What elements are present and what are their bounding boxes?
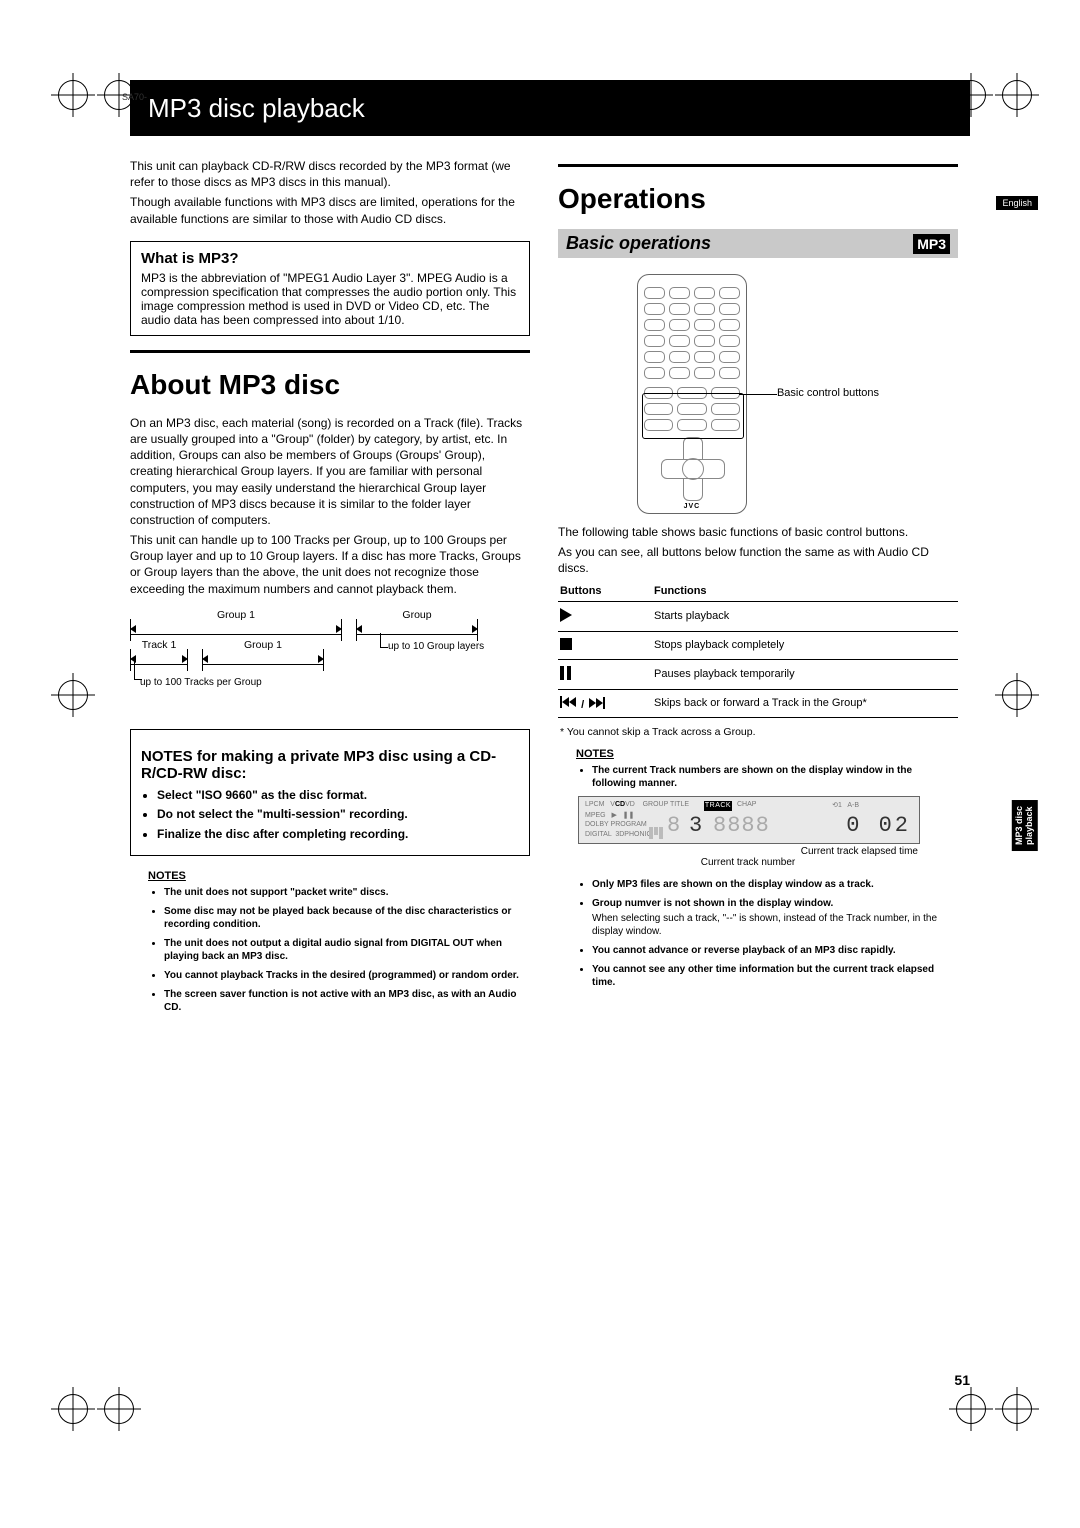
diagram-label: Group bbox=[357, 609, 477, 621]
notes-heading: NOTES bbox=[576, 748, 958, 760]
crop-mark-icon bbox=[1002, 80, 1032, 110]
diagram-label: Group 1 bbox=[203, 639, 323, 651]
diagram-label: Group 1 bbox=[131, 609, 341, 621]
about-paragraph: This unit can handle up to 100 Tracks pe… bbox=[130, 532, 530, 597]
about-heading: About MP3 disc bbox=[130, 369, 530, 401]
col-header: Functions bbox=[652, 581, 958, 602]
section-side-tab: MP3 disc playback bbox=[1012, 800, 1038, 851]
basic-ops-banner: Basic operations MP3 bbox=[558, 229, 958, 258]
track-indicator: TRACK bbox=[704, 801, 732, 811]
note-item: The screen saver function is not active … bbox=[164, 988, 530, 1014]
notes-heading: NOTES bbox=[148, 870, 530, 882]
diagram-caption: up to 10 Group layers bbox=[388, 641, 518, 652]
page-title: MP3 disc playback bbox=[148, 93, 365, 124]
pause-icon bbox=[560, 666, 574, 683]
left-column: This unit can playback CD-R/RW discs rec… bbox=[130, 158, 530, 1020]
intro-paragraph: Though available functions with MP3 disc… bbox=[130, 194, 530, 226]
fn-cell: Pauses playback temporarily bbox=[652, 659, 958, 689]
section-rule bbox=[130, 350, 530, 353]
crop-mark-icon bbox=[1002, 1394, 1032, 1424]
table-row: Pauses playback temporarily bbox=[558, 659, 958, 689]
right-column: Operations Basic operations MP3 bbox=[558, 158, 958, 1020]
skip-back-icon bbox=[560, 696, 576, 708]
note-item: You cannot see any other time informatio… bbox=[592, 963, 958, 989]
operations-heading: Operations bbox=[558, 183, 958, 215]
note-item: You cannot advance or reverse playback o… bbox=[592, 944, 958, 957]
note-item: The unit does not support "packet write"… bbox=[164, 886, 530, 899]
col-header: Buttons bbox=[558, 581, 652, 602]
fn-cell: Stops playback completely bbox=[652, 631, 958, 659]
table-row: Starts playback bbox=[558, 601, 958, 631]
what-is-mp3-box: What is MP3? MP3 is the abbreviation of … bbox=[130, 241, 530, 336]
crop-mark-icon bbox=[956, 1394, 986, 1424]
crop-mark-icon bbox=[1002, 680, 1032, 710]
about-paragraph: On an MP3 disc, each material (song) is … bbox=[130, 415, 530, 528]
crop-mark-icon bbox=[58, 1394, 88, 1424]
diagram-caption: up to 100 Tracks per Group bbox=[140, 677, 262, 688]
note-item: Select "ISO 9660" as the disc format. bbox=[157, 788, 519, 804]
table-intro: As you can see, all buttons below functi… bbox=[558, 544, 958, 576]
table-row: / Skips back or forward a Track in the G… bbox=[558, 689, 958, 717]
note-item: The current Track numbers are shown on t… bbox=[592, 764, 958, 790]
brand-logo: JVC bbox=[644, 503, 740, 510]
box-title: What is MP3? bbox=[141, 250, 519, 267]
skip-forward-icon bbox=[589, 697, 605, 709]
diagram-label: Track 1 bbox=[131, 639, 187, 651]
display-caption: Current track elapsed time Current track… bbox=[578, 846, 918, 868]
page-title-bar: MP3 disc playback bbox=[130, 80, 970, 136]
note-item: Some disc may not be played back because… bbox=[164, 905, 530, 931]
stop-icon bbox=[560, 638, 572, 650]
table-footnote: * You cannot skip a Track across a Group… bbox=[560, 726, 958, 738]
remote-illustration: JVC bbox=[637, 274, 747, 514]
header-code: SA70- bbox=[122, 92, 147, 102]
seg-digit: 3 bbox=[689, 813, 703, 838]
callout-label: Basic control buttons bbox=[777, 387, 879, 400]
fn-cell: Starts playback bbox=[652, 601, 958, 631]
fn-cell: Skips back or forward a Track in the Gro… bbox=[652, 689, 958, 717]
table-row: Stops playback completely bbox=[558, 631, 958, 659]
basic-buttons-highlight bbox=[642, 393, 744, 439]
mp3-badge: MP3 bbox=[913, 234, 950, 254]
manual-page: SA70- English MP3 disc playback MP3 disc… bbox=[0, 0, 1080, 1528]
box-title: NOTES for making a private MP3 disc usin… bbox=[141, 748, 519, 782]
buttons-table: Buttons Functions Starts playback Stops … bbox=[558, 581, 958, 718]
crop-mark-icon bbox=[58, 80, 88, 110]
note-item: Group numver is not shown in the display… bbox=[592, 897, 958, 938]
note-item: Only MP3 files are shown on the display … bbox=[592, 878, 958, 891]
group-layers-diagram: Group 1 Group Track 1 Group 1 up to bbox=[130, 605, 530, 715]
banner-text: Basic operations bbox=[566, 233, 711, 254]
note-item: You cannot playback Tracks in the desire… bbox=[164, 969, 530, 982]
box-body: MP3 is the abbreviation of "MPEG1 Audio … bbox=[141, 271, 519, 327]
note-item: Do not select the "multi-session" record… bbox=[157, 807, 519, 823]
display-window-illustration: LPCM VCDVD GROUP TITLE TRACK CHAP ⟲1 A-B… bbox=[578, 796, 920, 844]
crop-mark-icon bbox=[956, 80, 986, 110]
language-tab: English bbox=[996, 196, 1038, 210]
play-icon bbox=[560, 608, 572, 622]
crop-mark-icon bbox=[58, 680, 88, 710]
table-intro: The following table shows basic function… bbox=[558, 524, 958, 540]
note-item: The unit does not output a digital audio… bbox=[164, 937, 530, 963]
section-rule bbox=[558, 164, 958, 167]
note-item: Finalize the disc after completing recor… bbox=[157, 827, 519, 843]
intro-paragraph: This unit can playback CD-R/RW discs rec… bbox=[130, 158, 530, 190]
page-number: 51 bbox=[954, 1372, 970, 1388]
seg-digit: 0 02 bbox=[846, 813, 911, 838]
private-disc-notes-box: NOTES for making a private MP3 disc usin… bbox=[130, 729, 530, 856]
crop-mark-icon bbox=[104, 1394, 134, 1424]
